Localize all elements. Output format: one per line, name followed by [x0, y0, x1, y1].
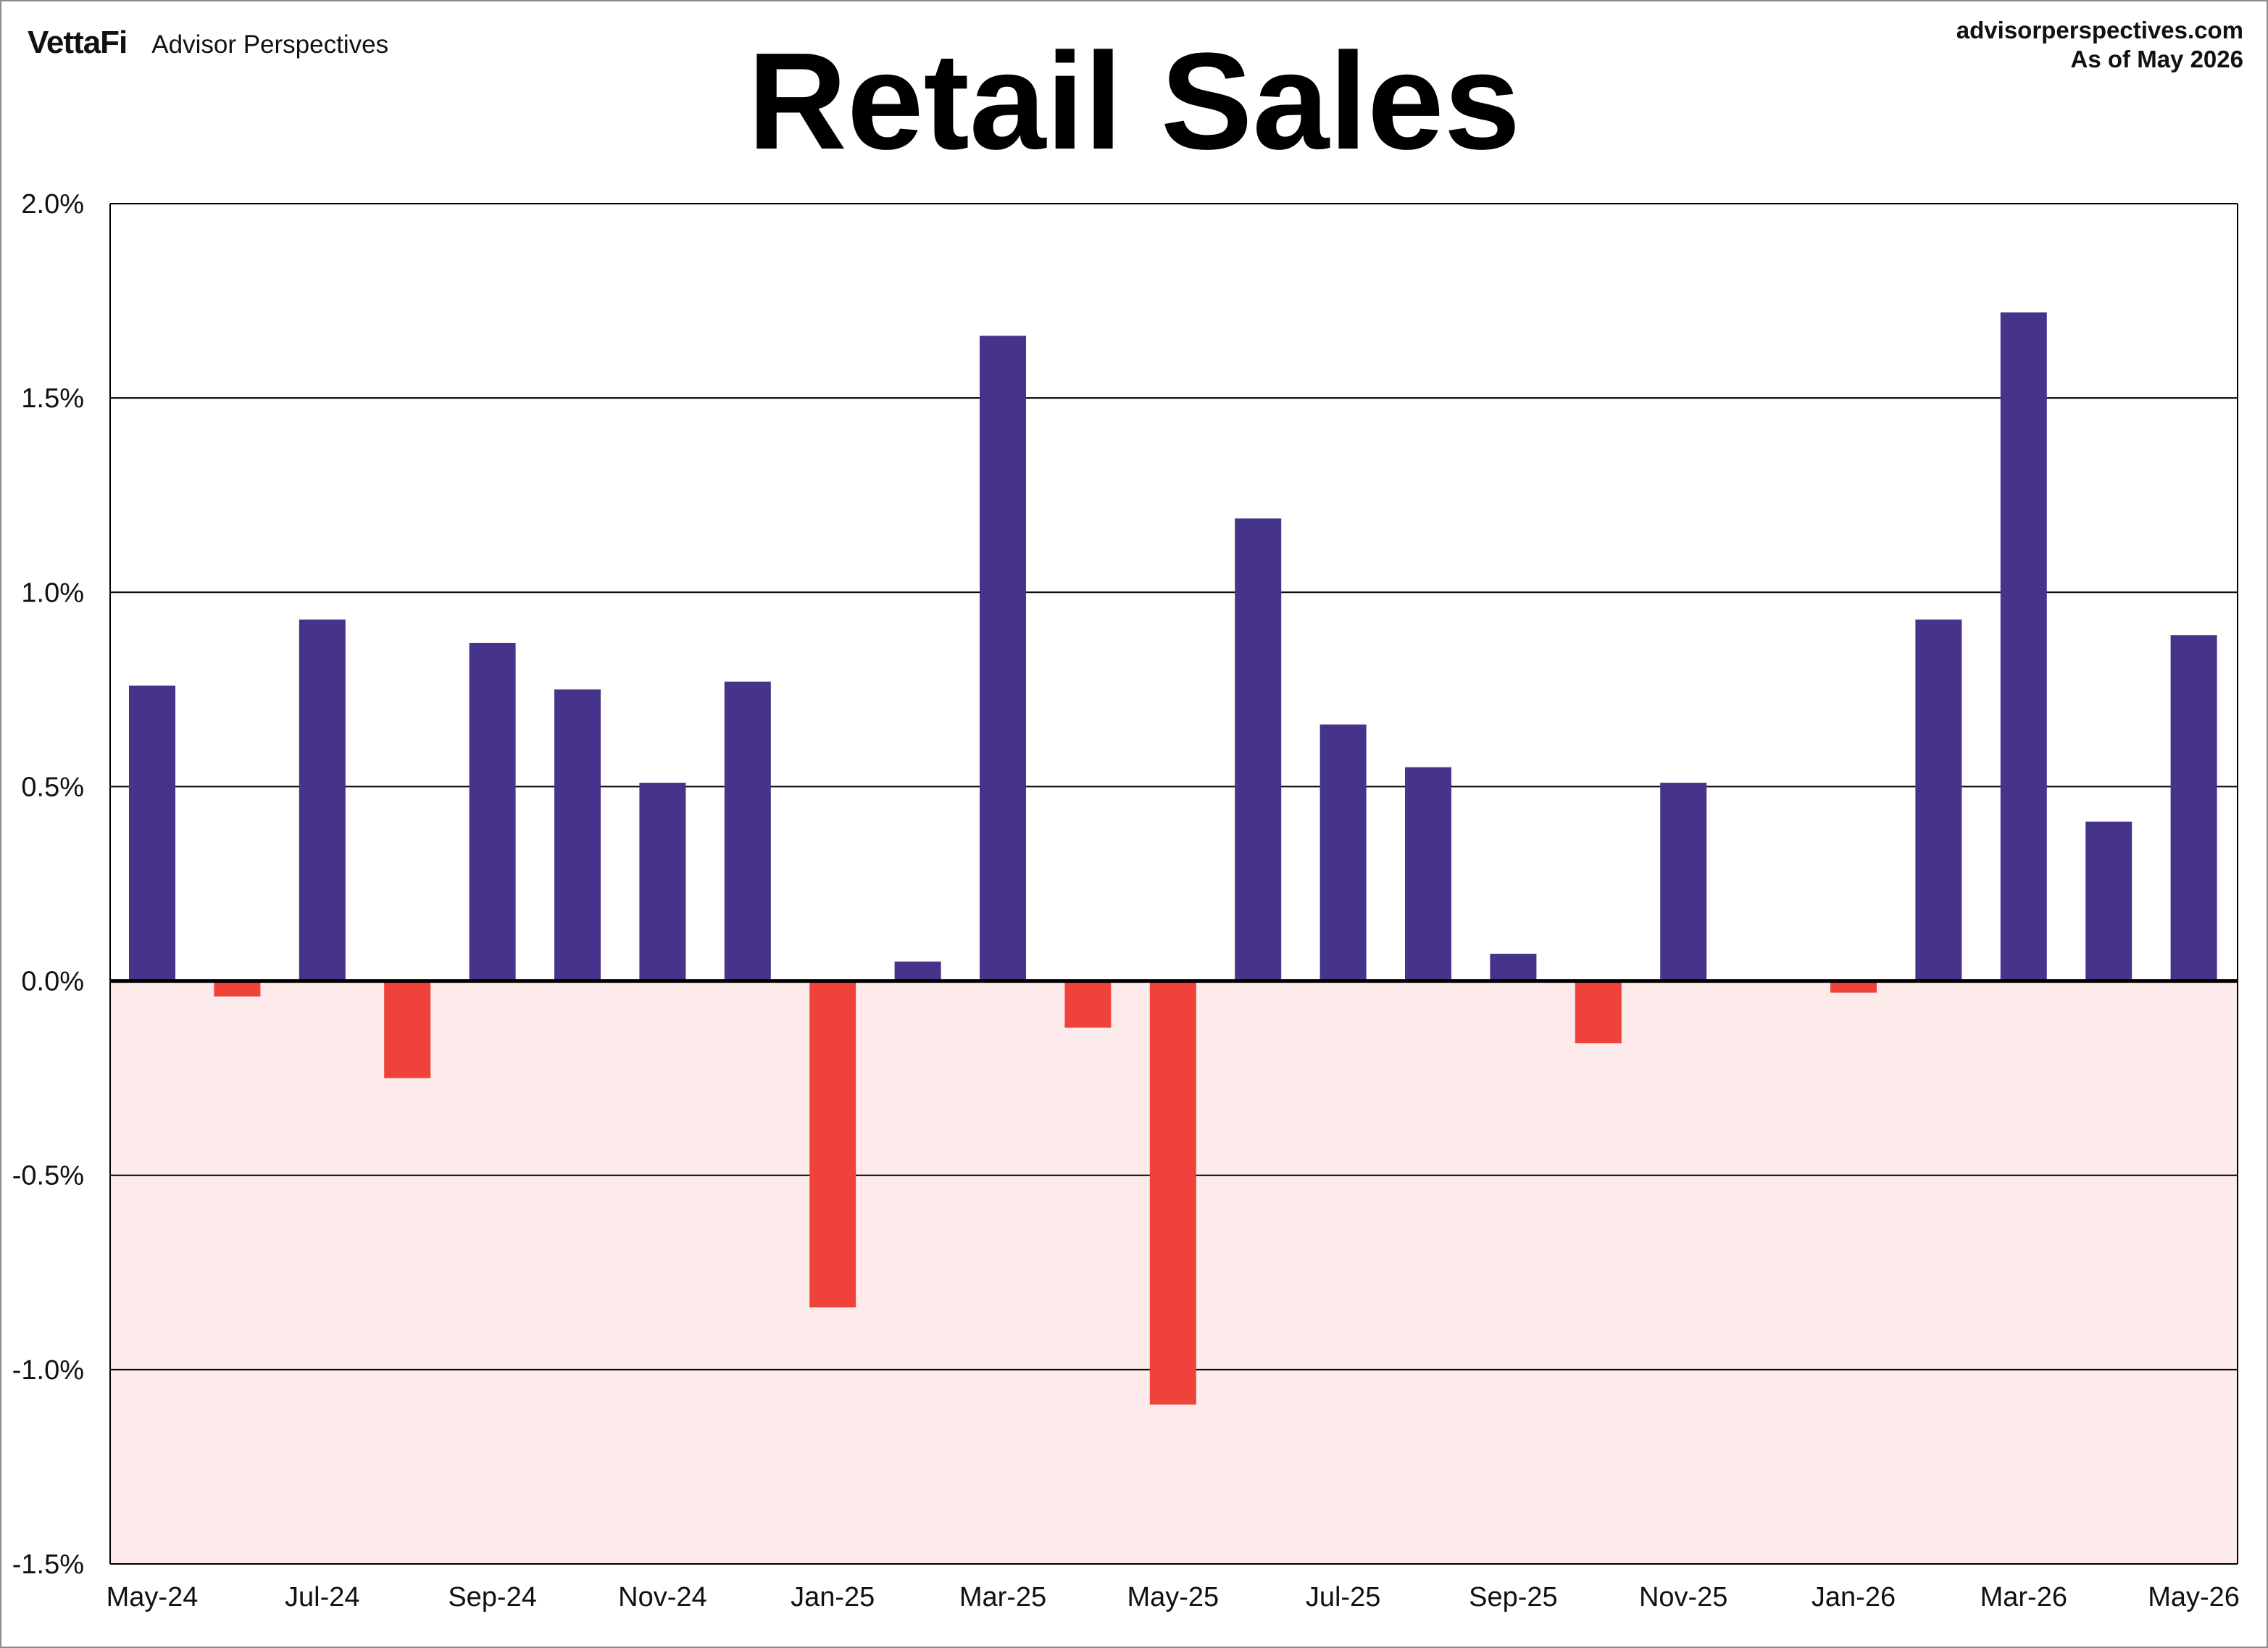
y-axis-tick-labels: 2.0% 1.5% 1.0% 0.5% 0.0% -0.5% -1.0% -1.5%: [12, 189, 84, 1580]
x-tick-label: Nov-24: [618, 1582, 707, 1612]
x-tick-label: Mar-26: [1980, 1582, 2067, 1612]
bar-nov-25: [1660, 783, 1707, 981]
y-tick-label: -0.5%: [12, 1161, 84, 1191]
bar-sep-24: [469, 643, 516, 981]
bar-mar-26: [2000, 312, 2047, 981]
bar-mar-25: [980, 336, 1026, 981]
bar-may-26: [2170, 635, 2217, 981]
x-tick-label: May-25: [1127, 1582, 1219, 1612]
gridlines: [109, 203, 2238, 1565]
x-tick-label: Nov-25: [1639, 1582, 1728, 1612]
x-tick-label: Jul-24: [285, 1582, 360, 1612]
bar-apr-26: [2085, 821, 2132, 981]
vettafi-logo: VettaFi: [28, 25, 128, 60]
x-tick-label: Sep-24: [448, 1582, 537, 1612]
y-tick-label: 1.5%: [21, 383, 84, 414]
bar-aug-25: [1405, 767, 1451, 981]
bar-nov-24: [639, 783, 686, 981]
brand-name: Advisor Perspectives: [151, 30, 389, 59]
bar-jul-24: [299, 619, 346, 981]
x-tick-label: Mar-25: [959, 1582, 1046, 1612]
x-tick-label: Jan-25: [791, 1582, 875, 1612]
bar-apr-25: [1064, 981, 1112, 1028]
y-tick-label: 0.5%: [21, 772, 84, 802]
y-tick-label: 1.0%: [21, 578, 84, 608]
bar-oct-24: [554, 689, 601, 981]
bar-dec-24: [724, 681, 771, 981]
x-tick-label: Sep-25: [1469, 1582, 1558, 1612]
bar-jun-25: [1235, 518, 1282, 981]
bar-feb-26: [1915, 619, 1962, 981]
bar-sep-25: [1490, 954, 1537, 981]
bar-aug-24: [384, 981, 431, 1078]
y-tick-label: 0.0%: [21, 967, 84, 997]
bars: [129, 312, 2217, 1405]
bar-oct-25: [1575, 981, 1622, 1044]
bar-may-25: [1149, 981, 1196, 1405]
as-of-date: As of May 2026: [2070, 46, 2243, 72]
bar-jul-25: [1319, 724, 1367, 981]
x-tick-label: Jul-25: [1306, 1582, 1381, 1612]
x-tick-label: May-24: [107, 1582, 199, 1612]
x-tick-label: Jan-26: [1812, 1582, 1896, 1612]
bar-feb-25: [894, 961, 941, 981]
bar-may-24: [129, 685, 175, 981]
chart-title: Retail Sales: [747, 25, 1521, 178]
x-axis-tick-labels: May-24 Jul-24 Sep-24 Nov-24 Jan-25 Mar-25 May-…: [107, 1582, 2240, 1612]
brand: VettaFi Advisor Perspectives: [28, 25, 388, 61]
y-tick-label: -1.5%: [12, 1549, 84, 1580]
source-info: advisorperspectives.com As of May 2026: [1956, 16, 2243, 74]
source-site: advisorperspectives.com: [1956, 17, 2243, 43]
bar-jan-26: [1830, 981, 1877, 993]
y-tick-label: -1.0%: [12, 1355, 84, 1386]
bar-jan-25: [809, 981, 856, 1308]
x-tick-label: May-26: [2148, 1582, 2240, 1612]
bar-jun-24: [214, 981, 261, 997]
y-tick-label: 2.0%: [21, 189, 84, 220]
